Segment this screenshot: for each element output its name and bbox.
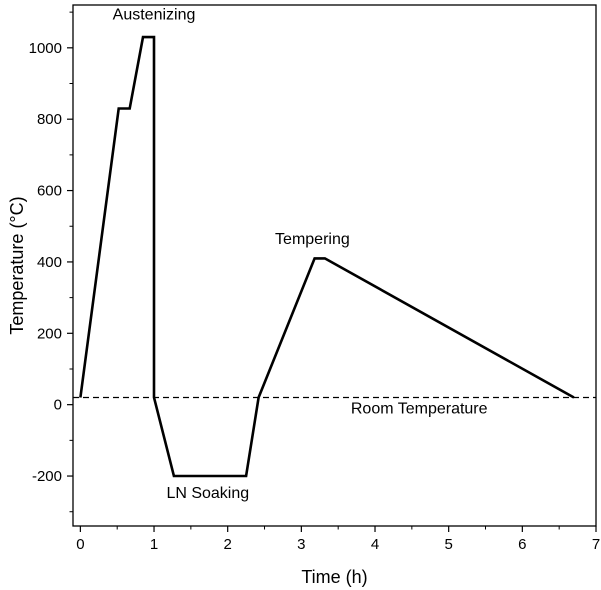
x-tick-label: 7 — [592, 536, 600, 553]
series-layer — [73, 35, 596, 478]
x-tick-label: 1 — [150, 536, 158, 553]
x-tick-label: 3 — [297, 536, 305, 553]
y-tick-label: 600 — [37, 183, 62, 200]
ticks-layer: 0 1 2 3 4 5 6 7 -200 0 200 400 600 800 1000 — [29, 11, 600, 553]
x-axis-title: Time (h) — [301, 567, 367, 587]
y-tick-label: 0 — [54, 397, 62, 414]
plot-frame — [72, 4, 597, 527]
x-tick-label: 4 — [371, 536, 379, 553]
x-tick-label: 2 — [224, 536, 232, 553]
x-tick-label: 6 — [518, 536, 526, 553]
x-tick-label: 5 — [445, 536, 453, 553]
y-tick-label: 1000 — [29, 40, 62, 57]
y-tick-label: 200 — [37, 325, 62, 342]
annotation-label: Tempering — [275, 231, 350, 248]
y-axis-title: Temperature (°C) — [7, 196, 27, 334]
y-tick-label: 400 — [37, 254, 62, 271]
y-tick-label: 800 — [37, 111, 62, 128]
heat-treatment-line — [79, 35, 575, 478]
y-tick-label: -200 — [32, 468, 62, 485]
annotations-layer: Austenizing Tempering Room Temperature LN S… — [113, 6, 488, 502]
annotation-label: Room Temperature — [351, 401, 488, 418]
x-tick-label: 0 — [76, 536, 84, 553]
annotation-label: LN Soaking — [166, 485, 249, 502]
annotation-label: Austenizing — [113, 6, 196, 23]
